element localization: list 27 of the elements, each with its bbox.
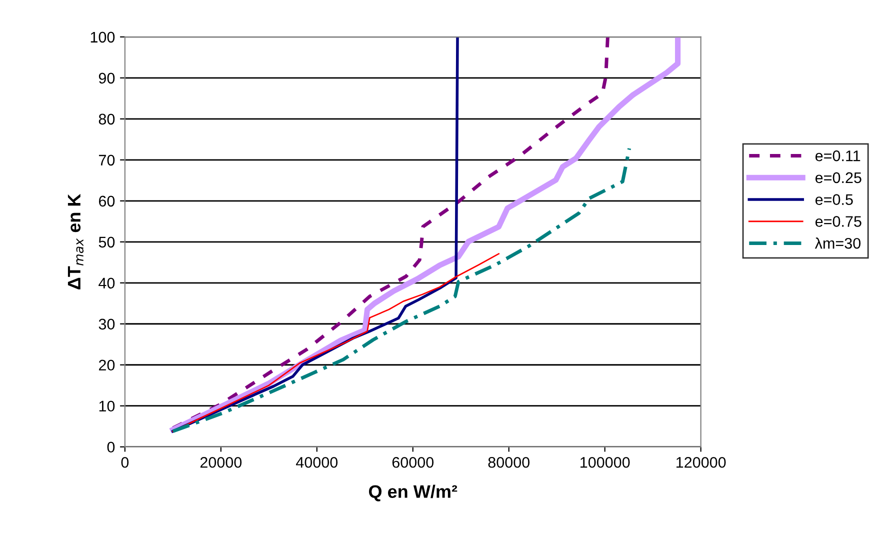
x-tick-label: 100000 (580, 456, 630, 468)
y-tick-label: 100 (90, 32, 115, 43)
legend-label: e=0.25 (815, 172, 862, 184)
x-tick-label: 60000 (392, 456, 434, 468)
y-tick-label: 10 (99, 400, 115, 412)
y-tick-label: 80 (98, 114, 115, 125)
y-tick-label: 0 (107, 442, 115, 453)
y-tick-label: 50 (98, 236, 115, 248)
x-tick-label: 20000 (200, 456, 242, 468)
legend-label: e=0.11 (815, 150, 860, 162)
y-tick-label: 30 (98, 318, 115, 330)
y-tick-label: 70 (98, 154, 115, 166)
x-tick-label: 120000 (676, 456, 726, 468)
y-tick-label: 40 (98, 278, 115, 289)
y-tick-label: 20 (98, 360, 115, 371)
x-tick-label: 40000 (296, 456, 338, 468)
legend-label: e=0.5 (815, 194, 853, 205)
legend-label: λm=30 (814, 238, 861, 249)
line-series (171, 146, 632, 434)
y-tick-label: 90 (98, 72, 115, 84)
y-axis-title: ΔT$_{max}$ en K (68, 194, 84, 290)
x-axis-title: Q en W/m² (368, 484, 458, 502)
line-series (172, 253, 500, 432)
x-tick-label: 80000 (488, 456, 530, 468)
x-tick-label: 0 (121, 456, 129, 468)
y-tick-label: 60 (98, 196, 115, 207)
legend-label: e=0.75 (815, 216, 862, 227)
